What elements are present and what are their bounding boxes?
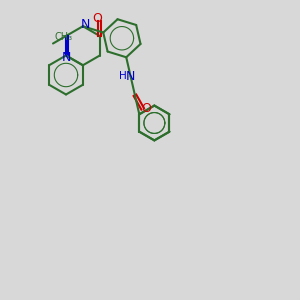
Text: N: N bbox=[81, 18, 90, 31]
Text: N: N bbox=[61, 51, 71, 64]
Text: O: O bbox=[141, 102, 151, 116]
Text: H: H bbox=[119, 71, 127, 81]
Text: CH₃: CH₃ bbox=[55, 32, 73, 42]
Text: O: O bbox=[92, 11, 102, 25]
Text: N: N bbox=[126, 70, 135, 83]
